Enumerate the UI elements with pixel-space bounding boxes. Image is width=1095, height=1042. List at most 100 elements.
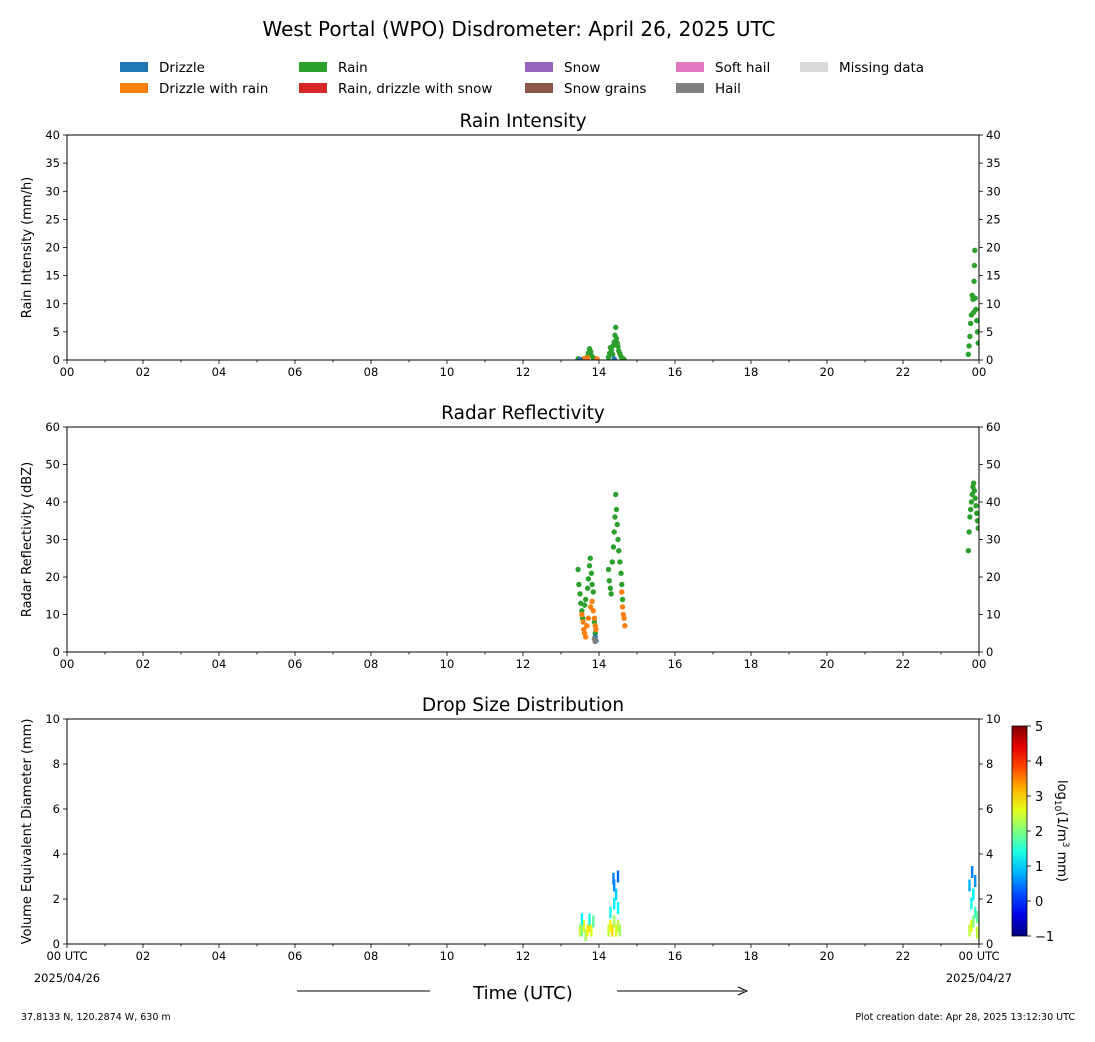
- legend-label-drizzle-with-rain: Drizzle with rain: [159, 81, 268, 97]
- data-point-rain: [587, 555, 593, 561]
- data-point-drizzle-with-rain: [619, 589, 625, 595]
- y-tick-label-left: 6: [53, 802, 60, 816]
- x-tick-label: 22: [896, 657, 911, 671]
- x-tick-label: 00 UTC: [958, 949, 999, 963]
- heatmap-cell: [614, 924, 618, 937]
- heatmap-cell: [609, 920, 612, 932]
- data-point-rain: [615, 536, 621, 543]
- footer-creation-date: Plot creation date: Apr 28, 2025 13:12:3…: [855, 1012, 1075, 1023]
- y-tick-label-right: 60: [986, 420, 1001, 434]
- legend-swatch-hail: [676, 83, 704, 93]
- data-point-rain: [609, 351, 616, 358]
- data-point-rain: [613, 506, 620, 513]
- y-tick-label-left: 15: [45, 269, 60, 283]
- heatmap-cell: [611, 924, 614, 937]
- heatmap-cell: [588, 920, 591, 932]
- data-point-rain: [583, 596, 589, 603]
- x-tick-label: 10: [440, 657, 455, 671]
- figure-title: West Portal (WPO) Disdrometer: April 26,…: [262, 17, 775, 41]
- data-point-rain: [971, 488, 978, 494]
- x-tick-label: 08: [364, 365, 379, 379]
- data-point-rain: [613, 324, 619, 331]
- data-point-rain: [966, 343, 972, 349]
- data-point-rain: [617, 559, 623, 565]
- data-point-rain: [972, 247, 978, 254]
- y-tick-label-left: 60: [45, 420, 60, 434]
- y-tick-label-right: 5: [986, 325, 993, 339]
- heatmap-cell: [613, 915, 616, 928]
- data-point-rain: [974, 510, 979, 516]
- heatmap-cell: [613, 897, 616, 910]
- x-tick-label: 14: [592, 365, 607, 379]
- data-point-rain: [974, 317, 979, 324]
- axes-frame: [66, 426, 980, 653]
- y-tick-label-right: 10: [986, 712, 1001, 726]
- axes-frame: [66, 718, 980, 945]
- data-point-rain: [972, 495, 978, 501]
- data-point-drizzle-with-rain: [579, 611, 585, 618]
- y-tick-label-right: 20: [986, 241, 1001, 255]
- data-point-drizzle-with-rain: [590, 608, 596, 614]
- colorbar-label-superscript: 3: [1060, 842, 1070, 848]
- legend: Drizzle Drizzle with rain Rain Rain, drizzl…: [120, 60, 924, 97]
- heatmap-cell: [972, 888, 975, 901]
- heatmap-cell: [613, 879, 616, 892]
- data-point-rain: [613, 491, 619, 498]
- y-tick-label-right: 4: [986, 847, 993, 861]
- x-tick-label: 00: [972, 365, 987, 379]
- data-point-rain: [965, 548, 972, 554]
- footer-location: 37.8133 N, 120.2874 W, 630 m: [21, 1012, 171, 1023]
- y-tick-label-right: 40: [986, 495, 1001, 509]
- y-tick-label-left: 10: [45, 608, 60, 622]
- colorbar-tick-label: −1: [1035, 930, 1054, 945]
- heatmap-cell: [972, 915, 975, 928]
- data-point-drizzle-with-rain: [621, 615, 627, 621]
- y-tick-label-right: 0: [986, 937, 993, 951]
- data-point-rain: [606, 578, 612, 584]
- data-point-drizzle-with-rain: [585, 615, 592, 621]
- x-tick-label: 14: [592, 657, 607, 671]
- y-tick-label-left: 8: [53, 757, 60, 771]
- y-axis-label: Radar Reflectivity (dBZ): [20, 462, 35, 617]
- data-point-drizzle-with-rain: [593, 626, 599, 633]
- x-tick-label: 06: [288, 365, 303, 379]
- data-point-rain: [619, 581, 625, 588]
- x-tick-label: 02: [136, 949, 151, 963]
- data-point-rain: [967, 333, 973, 340]
- y-tick-label-left: 35: [45, 156, 60, 170]
- colorbar-tick-label: 3: [1035, 790, 1043, 805]
- y-tick-label-right: 2: [986, 892, 993, 906]
- legend-label-snow: Snow: [564, 60, 600, 76]
- data-point-rain: [973, 306, 979, 313]
- data-point-rain: [610, 544, 617, 550]
- y-tick-label-left: 30: [45, 533, 60, 547]
- x-tick-label: 00 UTC: [46, 949, 87, 963]
- panel-title: Radar Reflectivity: [441, 403, 605, 424]
- data-point-rain: [588, 570, 595, 576]
- y-tick-label-left: 20: [45, 241, 60, 255]
- data-point-rain: [967, 514, 973, 520]
- data-point-rain: [970, 480, 977, 486]
- y-tick-label-left: 0: [53, 937, 60, 951]
- legend-label-rain-drizzle-with-snow: Rain, drizzle with snow: [338, 81, 492, 97]
- data-point-rain: [973, 503, 979, 509]
- data-point-rain: [608, 591, 614, 597]
- colorbar-label-part: (1/m: [1054, 811, 1069, 841]
- data-point-drizzle-with-rain: [587, 604, 594, 610]
- heatmap-cell: [975, 911, 979, 923]
- data-point-rain: [586, 563, 593, 569]
- y-tick-label-right: 8: [986, 757, 993, 771]
- axes-frame: [66, 134, 980, 361]
- y-tick-label-right: 15: [986, 269, 1001, 283]
- y-tick-label-left: 4: [53, 847, 60, 861]
- y-tick-label-right: 25: [986, 212, 1001, 226]
- heatmap-cell: [970, 897, 973, 910]
- x-tick-label: 06: [288, 657, 303, 671]
- x-tick-label: 22: [896, 949, 911, 963]
- data-point-rain: [614, 521, 620, 528]
- data-point-rain: [974, 329, 979, 335]
- data-point-rain: [607, 585, 614, 591]
